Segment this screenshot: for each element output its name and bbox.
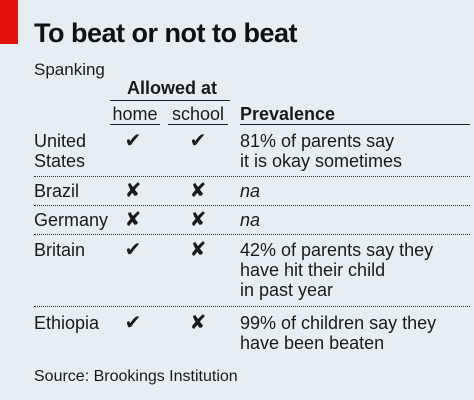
row-divider [34, 205, 470, 206]
prevalence-text: 81% of parents say [240, 131, 395, 151]
allowed-at-header: Allowed at [126, 78, 217, 98]
chart-title: To beat or not to beat [34, 18, 297, 48]
school-column-header: school [171, 104, 225, 124]
row-divider [34, 306, 470, 307]
country-label: States [34, 151, 86, 171]
prevalence-text: have hit their child [240, 260, 386, 280]
country-label: Britain [34, 240, 86, 260]
cross-icon: ✘ [124, 209, 142, 231]
cross-icon: ✘ [189, 239, 207, 261]
red-tab-marker [0, 0, 18, 44]
school-header-rule [168, 124, 228, 125]
allowed-at-rule [110, 100, 230, 101]
prevalence-text: 99% of children say they [240, 313, 437, 333]
cross-icon: ✘ [189, 209, 207, 231]
prevalence-text: have been beaten [240, 333, 385, 353]
home-column-header: home [112, 104, 158, 124]
prevalence-text: na [240, 181, 261, 201]
prevalence-text: in past year [240, 280, 334, 300]
chart-subtitle: Spanking [34, 60, 105, 79]
country-label: Brazil [34, 181, 80, 201]
country-label: Germany [34, 210, 109, 230]
check-icon: ✔ [124, 239, 142, 261]
row-divider [34, 176, 470, 177]
home-header-rule [110, 124, 160, 125]
check-icon: ✔ [124, 312, 142, 334]
country-label: Ethiopia [34, 313, 100, 333]
cross-icon: ✘ [189, 180, 207, 202]
source-note: Source: Brookings Institution [34, 368, 238, 385]
check-icon: ✔ [124, 130, 142, 152]
prevalence-text: 42% of parents say they [240, 240, 434, 260]
prevalence-header-rule [240, 124, 470, 125]
prevalence-column-header: Prevalence [240, 104, 336, 124]
cross-icon: ✘ [189, 312, 207, 334]
prevalence-text: na [240, 210, 261, 230]
country-label: United [34, 131, 87, 151]
cross-icon: ✘ [124, 180, 142, 202]
check-icon: ✔ [189, 130, 207, 152]
prevalence-text: it is okay sometimes [240, 151, 403, 171]
row-divider [34, 234, 470, 235]
